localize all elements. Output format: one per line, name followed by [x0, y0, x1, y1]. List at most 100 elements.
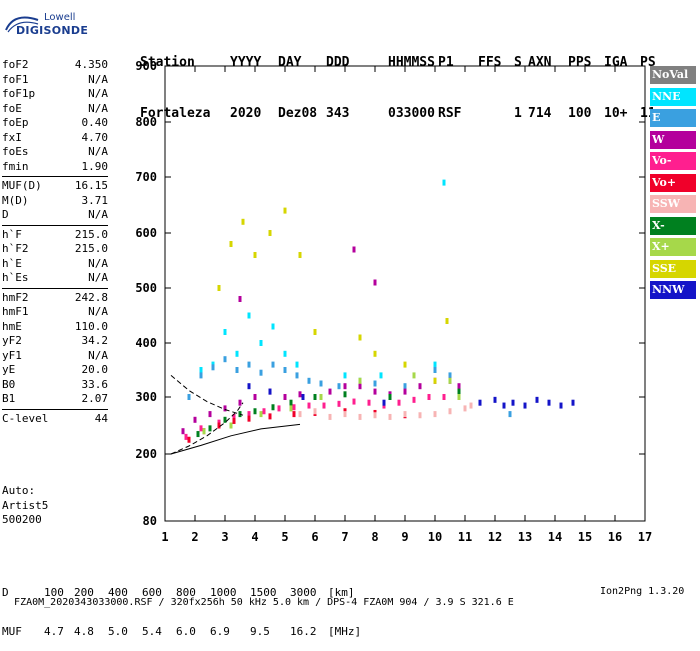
header-titles: Station YYYY DAY DDD HHMMSS P1 FFS S AXN PPS IGA PS [140, 54, 666, 71]
param-value: N/A [88, 348, 108, 362]
data-point-vo- [262, 408, 266, 415]
param-value: 0.40 [81, 116, 109, 129]
data-point-vo- [367, 399, 371, 406]
param-value: 3.71 [81, 193, 109, 207]
x-tick-label: 16 [608, 530, 622, 544]
data-point-e [187, 394, 191, 400]
mrow-value: 4.7 [44, 625, 64, 638]
param-row: h`Es N/A [2, 271, 108, 286]
data-point-vo- [322, 402, 326, 409]
mrow-label: MUF [2, 625, 22, 638]
distance-row: D 100 200 400 600 800 1000 1500 3000 [km] [2, 586, 361, 599]
header-val-axn: 714 [528, 106, 552, 121]
data-point-e [337, 383, 341, 390]
param-value: 4.70 [81, 130, 109, 144]
data-point-ssw [313, 408, 317, 415]
data-point-w [418, 383, 422, 390]
drow-unit: [km] [328, 586, 355, 599]
data-point-x- [412, 372, 416, 379]
data-point-sse [358, 334, 362, 341]
header-col-ddd: DDD [326, 55, 350, 70]
param-row: yE 20.0 [2, 363, 108, 378]
data-point-w [352, 246, 356, 253]
param-row: foE N/A [2, 102, 108, 117]
param-label: foEp [2, 116, 29, 129]
data-point-x- [448, 377, 452, 384]
param-value: N/A [88, 271, 108, 284]
header-col-pps: PPS [568, 55, 592, 70]
x-tick-label: 10 [428, 530, 442, 544]
param-label: B0 [2, 377, 16, 391]
data-point-w [373, 388, 377, 395]
param-row: MUF(D) 16.15 [2, 179, 108, 194]
auto-label: Auto: [2, 484, 36, 497]
data-point-e [508, 411, 512, 418]
data-point-x- [202, 428, 206, 435]
param-row: foEp 0.40 [2, 116, 108, 131]
data-point-w [298, 391, 302, 398]
data-point-ssw [403, 411, 407, 418]
legend-noval: NoVal [650, 66, 696, 84]
data-point-x- [343, 391, 347, 398]
param-label: h`F2 [2, 242, 29, 255]
header-val-hhmmss: 033000 [388, 106, 435, 121]
data-point-nnw [559, 402, 563, 409]
data-point-w [181, 428, 185, 435]
param-row: h`F2 215.0 [2, 242, 108, 257]
data-point-nnw [247, 383, 251, 390]
muf-row: MUF 4.7 4.8 5.0 5.4 6.0 6.9 9.5 16.2 [MHz] [2, 625, 361, 638]
header-val-day: Dez08 [278, 106, 318, 121]
data-point-nne [235, 350, 239, 357]
data-point-vo- [268, 413, 272, 420]
data-point-w [457, 383, 461, 390]
param-label: foF1 [2, 72, 29, 86]
data-point-vo- [247, 411, 251, 418]
mrow-unit: [MHz] [328, 625, 362, 638]
param-value: 215.0 [74, 242, 108, 255]
param-label: h`F [2, 227, 22, 241]
file-info-text: FZA0M_2020343033000.RSF / 320fx256h 50 k… [14, 597, 514, 608]
drow-value: 1500 [250, 586, 277, 599]
param-separator [2, 287, 108, 289]
x-tick-label: 6 [311, 530, 318, 544]
mrow-value: 16.2 [290, 625, 317, 638]
param-value: 242.8 [74, 290, 108, 304]
data-point-x- [388, 394, 392, 400]
data-point-w [238, 399, 242, 406]
data-point-sse [445, 318, 449, 324]
param-row: hmF2 242.8 [2, 291, 108, 306]
mrow-value: 5.4 [142, 625, 162, 638]
data-point-vo- [232, 417, 236, 424]
data-point-x- [358, 377, 362, 384]
param-row: B1 2.07 [2, 392, 108, 407]
x-tick-label: 4 [251, 530, 258, 544]
data-point-e [403, 383, 407, 390]
data-point-e [448, 372, 452, 379]
data-point-ssw [388, 413, 392, 420]
param-label: yE [2, 363, 16, 376]
data-point-e [271, 361, 275, 368]
data-point-e [373, 380, 377, 387]
data-point-ssw [469, 402, 473, 409]
drow-value: 1000 [210, 586, 237, 599]
data-point-sse [268, 230, 272, 236]
data-point-vo- [307, 402, 311, 409]
param-value: 110.0 [74, 319, 108, 333]
param-label: D [2, 208, 9, 221]
data-point-e [211, 364, 215, 371]
data-point-nne [433, 361, 437, 368]
data-point-ssw [373, 412, 377, 419]
data-point-sse [298, 252, 302, 258]
data-point-x- [238, 411, 242, 418]
y-tick-label: 900 [135, 59, 157, 73]
data-point-vo- [292, 411, 296, 418]
param-value: 44 [94, 411, 108, 425]
data-point-sse [253, 252, 257, 258]
param-label: yF2 [2, 334, 22, 347]
param-row: fxI 4.70 [2, 131, 108, 146]
mrow-value: 5.0 [108, 625, 128, 638]
data-point-nne [247, 312, 251, 319]
legend-vo-: Vo+ [650, 173, 696, 192]
x-tick-label: 11 [458, 530, 472, 544]
data-point-nnw [502, 402, 506, 409]
